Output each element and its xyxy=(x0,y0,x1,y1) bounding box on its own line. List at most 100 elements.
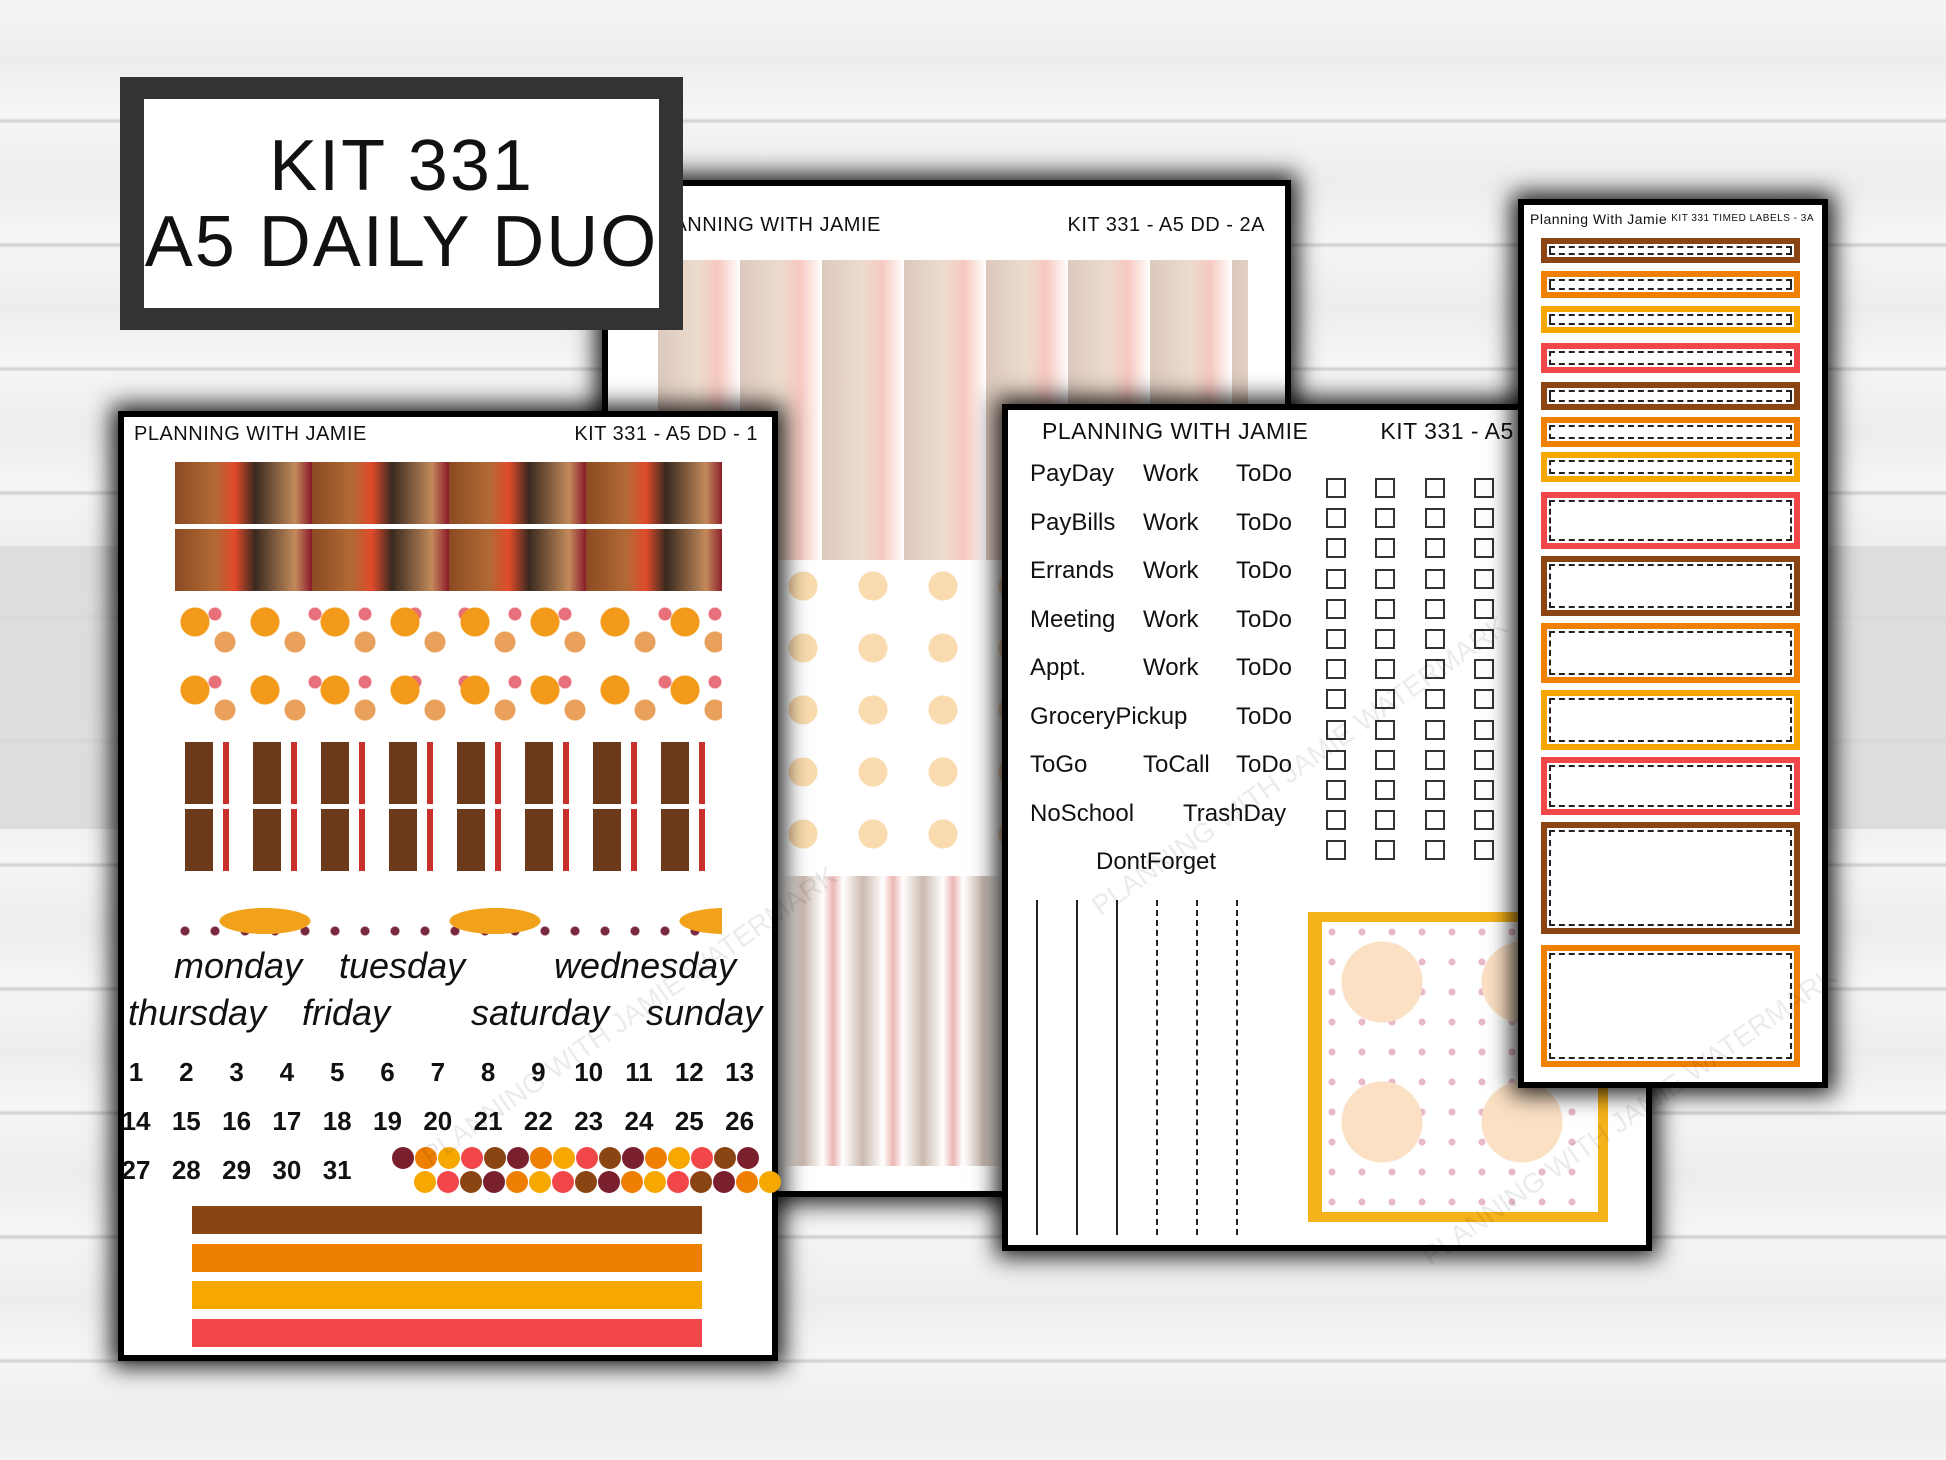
color-dot xyxy=(437,1171,459,1193)
color-dot xyxy=(552,1171,574,1193)
timed-label-sticker xyxy=(1541,271,1800,298)
color-dot xyxy=(737,1147,759,1169)
day-label: wednesday xyxy=(554,945,737,986)
date-number: 20 xyxy=(423,1106,453,1136)
checkbox-sticker xyxy=(1326,719,1346,740)
day-label: sunday xyxy=(646,992,763,1033)
kit-number: KIT 331 xyxy=(269,125,534,206)
word-sticker: ToDo xyxy=(1236,557,1293,584)
sheet-brand: PLANNING WITH JAMIE xyxy=(134,423,367,445)
checkbox-sticker xyxy=(1473,689,1494,710)
color-dot xyxy=(736,1171,758,1193)
checkbox-sticker xyxy=(1473,780,1494,800)
checkbox-sticker xyxy=(1424,780,1445,800)
color-dot xyxy=(529,1171,551,1193)
color-dot xyxy=(415,1147,437,1169)
word-sticker: ToDo xyxy=(1236,654,1293,681)
color-dot xyxy=(667,1171,689,1193)
date-number: 13 xyxy=(725,1057,755,1087)
sticker-sheet-4a: PLANNING WITH JAMIE KIT 331 - A5 DD - 4A… xyxy=(1008,410,1646,1245)
color-dot xyxy=(506,1171,528,1193)
date-number: 12 xyxy=(674,1057,704,1087)
sheet-code: KIT 331 - A5 DD - 2A xyxy=(1067,214,1265,236)
color-dot xyxy=(714,1147,736,1169)
checkbox-sticker xyxy=(1375,598,1396,619)
word-sticker: TrashDay xyxy=(1183,799,1287,827)
checkbox-sticker xyxy=(1375,659,1396,680)
word-sticker: DontForget xyxy=(1096,848,1217,875)
color-dot xyxy=(438,1147,460,1169)
pumpkin-pie-strip xyxy=(175,602,722,664)
timed-label-sticker xyxy=(1541,623,1800,683)
color-bar xyxy=(192,1318,702,1347)
checkbox-sticker xyxy=(1375,538,1396,559)
checkbox-sticker xyxy=(1473,508,1494,529)
checkbox-sticker xyxy=(1473,810,1494,831)
color-dot xyxy=(598,1171,620,1193)
word-sticker: GroceryPickup xyxy=(1030,702,1188,730)
pumpkin-strip xyxy=(175,881,722,943)
checkbox-sticker xyxy=(1375,749,1396,770)
checkbox-sticker xyxy=(1424,659,1445,680)
date-number: 17 xyxy=(272,1106,302,1136)
date-number: 25 xyxy=(674,1106,704,1136)
color-dot xyxy=(622,1147,644,1169)
checkbox-sticker xyxy=(1375,568,1396,589)
checkbox-sticker xyxy=(1473,478,1494,498)
color-dot xyxy=(621,1171,643,1193)
checkbox-sticker xyxy=(1473,659,1494,680)
word-sticker: Work xyxy=(1143,654,1199,681)
word-sticker: ToDo xyxy=(1236,702,1293,730)
checkbox-sticker xyxy=(1424,478,1445,498)
sheet-code: KIT 331 - A5 DD - 1 xyxy=(574,423,758,445)
day-label: friday xyxy=(302,992,391,1033)
word-sticker: Appt. xyxy=(1030,654,1087,681)
word-sticker: Work xyxy=(1143,460,1199,487)
pumpkin-pie-strip xyxy=(175,670,722,732)
color-dot xyxy=(644,1171,666,1193)
color-dot xyxy=(691,1147,713,1169)
date-number: 1 xyxy=(128,1057,144,1087)
checkbox-sticker xyxy=(1375,719,1396,740)
checkbox-sticker xyxy=(1424,719,1445,740)
word-sticker: ToGo xyxy=(1030,751,1088,778)
date-number: 22 xyxy=(523,1106,553,1136)
checkbox-sticker xyxy=(1326,689,1346,710)
sheet-brand: Planning With Jamie xyxy=(1530,211,1668,227)
date-number: 5 xyxy=(329,1057,345,1087)
checkbox-sticker xyxy=(1424,538,1445,559)
color-dot xyxy=(530,1147,552,1169)
timed-label-sticker xyxy=(1541,822,1800,934)
checkbox-sticker xyxy=(1424,810,1445,831)
word-sticker: ToCall xyxy=(1143,751,1210,778)
date-number: 28 xyxy=(171,1155,201,1185)
checkbox-sticker xyxy=(1375,689,1396,710)
word-sticker: Work xyxy=(1143,557,1199,584)
checkbox-sticker xyxy=(1424,689,1445,710)
sheet-brand: PLANNING WITH JAMIE xyxy=(1042,418,1309,444)
checkbox-sticker xyxy=(1326,840,1346,861)
date-number: 19 xyxy=(373,1106,402,1136)
color-dot xyxy=(645,1147,667,1169)
word-sticker: Work xyxy=(1143,508,1199,536)
date-number: 29 xyxy=(222,1155,252,1185)
timed-label-sticker xyxy=(1541,945,1800,1067)
color-dot xyxy=(483,1171,505,1193)
checkbox-sticker xyxy=(1424,508,1445,529)
checkbox-sticker xyxy=(1424,629,1445,649)
color-dot xyxy=(713,1171,735,1193)
sheet-brand: PLANNING WITH JAMIE xyxy=(648,214,881,236)
turkey-strip xyxy=(175,529,722,591)
date-number: 16 xyxy=(222,1106,252,1136)
checkbox-sticker xyxy=(1424,598,1445,619)
checkbox-sticker xyxy=(1326,598,1346,619)
checkbox-sticker xyxy=(1375,810,1396,831)
pilgrim-hat-strip xyxy=(175,809,722,871)
word-sticker: Errands xyxy=(1030,557,1115,584)
color-bar xyxy=(192,1243,702,1272)
color-dot xyxy=(668,1147,690,1169)
vertical-line-sticker xyxy=(1116,900,1118,1235)
word-sticker: PayDay xyxy=(1030,460,1115,487)
kit-name: A5 DAILY DUO xyxy=(144,201,659,282)
timed-label-sticker xyxy=(1541,382,1800,410)
